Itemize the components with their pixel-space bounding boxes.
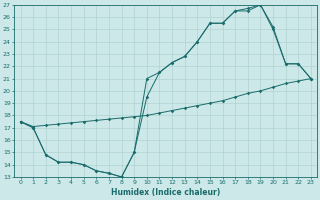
X-axis label: Humidex (Indice chaleur): Humidex (Indice chaleur) — [111, 188, 220, 197]
